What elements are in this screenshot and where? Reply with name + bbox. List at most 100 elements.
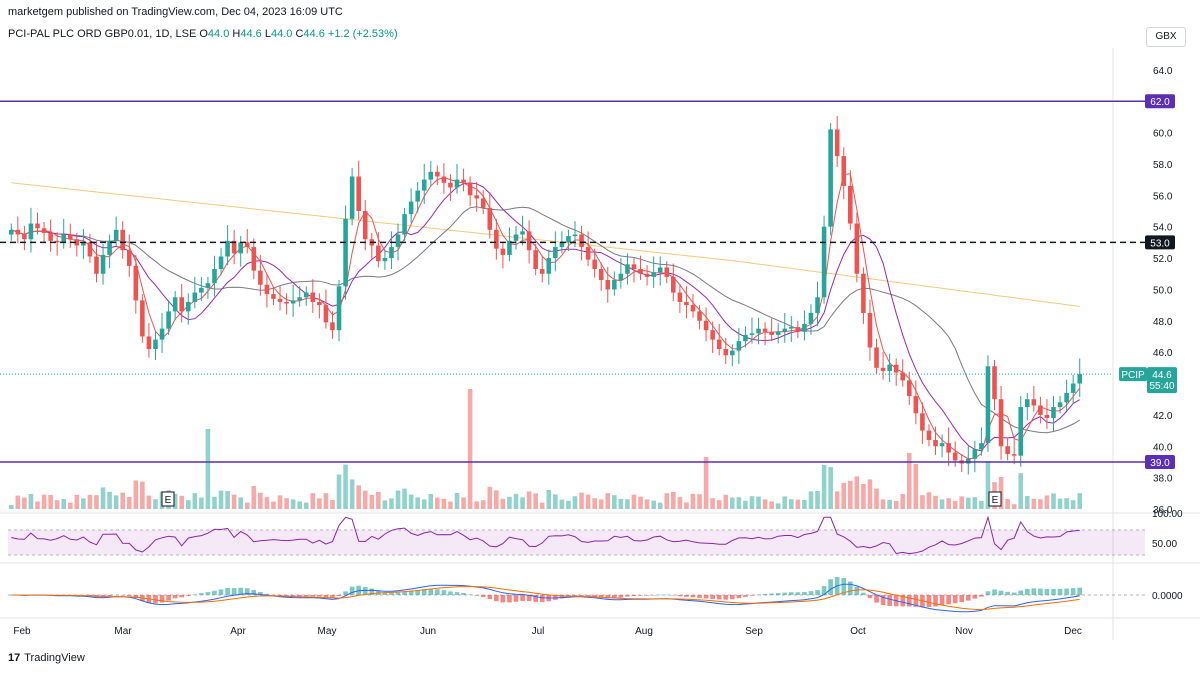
x-tick-label: Mar xyxy=(114,626,132,637)
volume-bar xyxy=(441,498,447,509)
volume-bar xyxy=(900,494,906,509)
volume-bar xyxy=(28,494,34,509)
macd-histogram-bar xyxy=(802,591,807,595)
y-tick-label: 64.0 xyxy=(1153,66,1173,77)
volume-bar xyxy=(952,501,958,509)
macd-histogram-bar xyxy=(8,595,14,596)
volume-bar xyxy=(290,499,296,509)
candle-body xyxy=(887,364,892,371)
macd-histogram-bar xyxy=(1011,592,1017,595)
candle-body xyxy=(697,311,702,321)
macd-histogram-bar xyxy=(756,594,761,596)
volume-bar xyxy=(644,499,650,509)
volume-bar xyxy=(1044,495,1050,509)
volume-bar xyxy=(500,498,506,509)
volume-bar xyxy=(572,496,578,509)
macd-histogram-bar xyxy=(271,595,276,596)
candle-body xyxy=(900,372,906,381)
volume-bar xyxy=(671,492,676,509)
tradingview-logo[interactable]: 17 TradingView xyxy=(8,652,85,664)
volume-bar xyxy=(965,497,971,509)
macd-histogram-bar xyxy=(861,592,866,595)
macd-histogram-bar xyxy=(362,586,368,595)
candle-body xyxy=(1077,374,1083,384)
earnings-marker-label: E xyxy=(992,495,999,506)
volume-bar xyxy=(428,494,434,509)
candle-body xyxy=(775,331,781,335)
volume-bar xyxy=(107,491,112,509)
macd-histogram-bar xyxy=(828,579,833,595)
candle-body xyxy=(572,234,578,237)
candle-body xyxy=(133,265,139,301)
candle-body xyxy=(382,258,388,262)
macd-histogram-bar xyxy=(336,595,342,597)
x-tick-label: Oct xyxy=(850,626,866,637)
volume-bar xyxy=(140,481,145,509)
macd-histogram-bar xyxy=(1070,588,1076,595)
macd-histogram-bar xyxy=(716,595,722,600)
macd-histogram-bar xyxy=(317,595,322,597)
macd-histogram-bar xyxy=(179,595,184,598)
candle-body xyxy=(795,327,801,332)
candle-body xyxy=(172,297,178,312)
candle-body xyxy=(349,176,355,219)
macd-histogram-bar xyxy=(1018,590,1024,595)
candle-body xyxy=(998,399,1004,447)
candle-body xyxy=(605,280,611,290)
macd-histogram-bar xyxy=(467,594,473,595)
macd-histogram-bar xyxy=(343,591,348,595)
candle-body xyxy=(330,322,335,331)
macd-histogram-bar xyxy=(854,586,860,595)
macd-histogram-bar xyxy=(1044,589,1050,595)
candle-body xyxy=(539,269,545,274)
volume-bar xyxy=(343,464,348,509)
candle-body xyxy=(415,190,420,202)
volume-bar xyxy=(212,496,217,509)
volume-bar xyxy=(651,500,656,509)
candle-body xyxy=(408,201,414,215)
candle-body xyxy=(972,449,978,459)
level-tag xyxy=(1145,94,1175,109)
macd-histogram-bar xyxy=(631,595,637,597)
volume-bar xyxy=(218,490,224,509)
currency-button[interactable]: GBX xyxy=(1146,27,1186,47)
volume-bar xyxy=(1005,499,1010,509)
ema-slow-line xyxy=(11,182,1080,452)
level-tag xyxy=(1145,454,1175,469)
y-tick-label: 60.0 xyxy=(1153,129,1173,140)
candle-body xyxy=(336,286,342,331)
candle-body xyxy=(500,248,506,255)
macd-histogram-bar xyxy=(402,591,407,595)
macd-histogram-bar xyxy=(762,593,768,595)
candle-body xyxy=(271,294,276,299)
volume-bar xyxy=(349,479,355,509)
macd-histogram-bar xyxy=(107,595,112,597)
candle-body xyxy=(1057,402,1063,408)
macd-histogram-bar xyxy=(1077,587,1083,595)
macd-histogram-bar xyxy=(926,595,932,608)
candle-body xyxy=(389,247,394,259)
candle-body xyxy=(703,320,709,331)
volume-bar xyxy=(926,492,932,509)
candle-body xyxy=(520,231,525,235)
candle-body xyxy=(671,276,676,293)
macd-histogram-bar xyxy=(159,595,165,603)
candle-body xyxy=(841,156,847,186)
y-tick-label: 36.0 xyxy=(1153,505,1173,516)
macd-histogram-bar xyxy=(513,595,519,602)
candle-body xyxy=(913,396,919,414)
macd-histogram-bar xyxy=(867,595,873,599)
volume-bar xyxy=(762,499,768,509)
volume-bar xyxy=(336,474,342,509)
macd-histogram-bar xyxy=(782,592,788,595)
candle-body xyxy=(657,267,663,273)
volume-bar xyxy=(48,495,53,509)
volume-bar xyxy=(317,498,322,509)
macd-histogram-bar xyxy=(638,595,643,596)
volume-bar xyxy=(146,495,152,509)
candle-body xyxy=(933,439,938,447)
macd-histogram-bar xyxy=(133,595,139,599)
volume-bar xyxy=(625,499,630,509)
macd-histogram-bar xyxy=(933,595,938,607)
